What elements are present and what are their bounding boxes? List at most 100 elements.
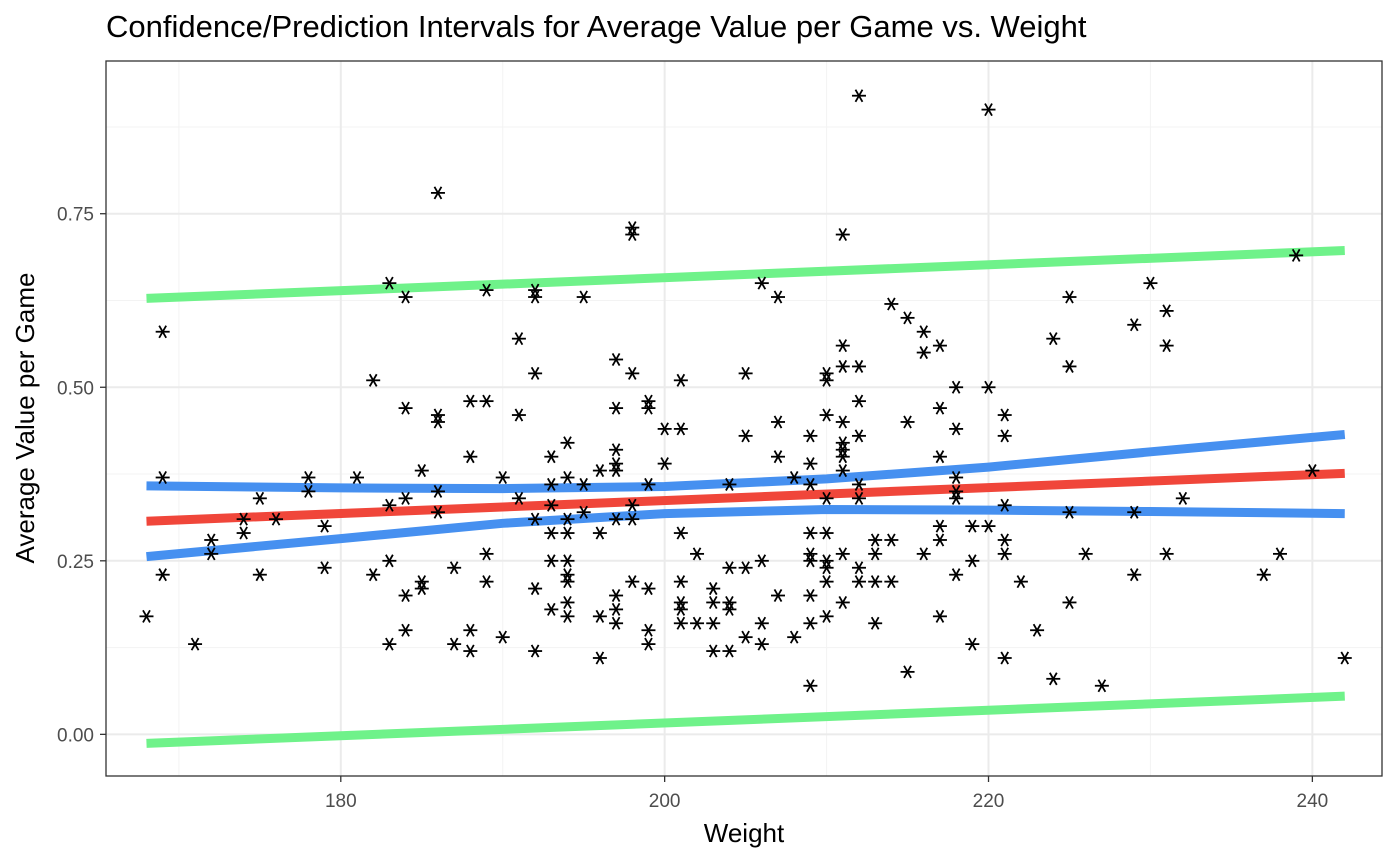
- data-point: [1030, 623, 1045, 637]
- data-point: [949, 491, 964, 505]
- data-point: [997, 547, 1012, 561]
- data-point: [835, 436, 850, 450]
- data-point: [851, 89, 866, 103]
- data-point: [398, 623, 413, 637]
- data-point: [366, 373, 381, 387]
- data-point: [1046, 672, 1061, 686]
- data-point: [722, 561, 737, 575]
- data-point: [754, 276, 769, 290]
- data-point: [398, 589, 413, 603]
- data-point: [269, 512, 284, 526]
- data-point: [301, 484, 316, 498]
- data-point: [673, 595, 688, 609]
- data-point: [949, 568, 964, 582]
- data-point: [997, 498, 1012, 512]
- data-point: [1175, 491, 1190, 505]
- data-point: [495, 470, 510, 485]
- data-point: [868, 575, 883, 589]
- data-point: [528, 290, 543, 304]
- data-point: [997, 533, 1012, 547]
- data-point: [544, 554, 559, 568]
- data-point: [560, 554, 575, 568]
- chart-title: Confidence/Prediction Intervals for Aver…: [106, 9, 1087, 44]
- data-point: [835, 339, 850, 353]
- data-point: [722, 602, 737, 616]
- data-point: [738, 429, 753, 443]
- data-point: [851, 359, 866, 373]
- data-point: [398, 491, 413, 505]
- x-tick-label: 240: [1297, 791, 1329, 812]
- data-point: [819, 408, 834, 422]
- data-point: [1062, 290, 1077, 304]
- data-point: [430, 484, 445, 498]
- data-point: [609, 616, 624, 630]
- data-point: [430, 505, 445, 519]
- data-point: [835, 415, 850, 429]
- data-point: [965, 637, 980, 651]
- data-point: [609, 443, 624, 457]
- data-point: [884, 575, 899, 589]
- data-point: [803, 457, 818, 471]
- x-tick-label: 220: [973, 791, 1005, 812]
- data-point: [884, 297, 899, 311]
- data-point: [868, 547, 883, 561]
- data-point: [949, 422, 964, 436]
- data-point: [592, 464, 607, 478]
- series-line-fit: [146, 468, 1345, 526]
- x-axis-title: Weight: [704, 818, 785, 848]
- data-point: [447, 637, 462, 651]
- data-point: [835, 228, 850, 242]
- data-point: [803, 679, 818, 693]
- data-point: [657, 422, 672, 436]
- data-point: [317, 561, 332, 575]
- data-point: [155, 470, 170, 485]
- data-point: [609, 457, 624, 471]
- data-point: [528, 644, 543, 658]
- data-point: [965, 519, 980, 533]
- data-point: [317, 519, 332, 533]
- data-point: [528, 366, 543, 380]
- data-point: [447, 561, 462, 575]
- data-points: [139, 89, 1352, 693]
- data-point: [803, 429, 818, 443]
- data-point: [835, 450, 850, 464]
- data-point: [803, 477, 818, 491]
- data-point: [641, 394, 656, 408]
- data-point: [900, 415, 915, 429]
- data-point: [544, 450, 559, 464]
- data-point: [690, 547, 705, 561]
- data-point: [1094, 679, 1109, 693]
- data-point: [382, 637, 397, 651]
- data-point: [139, 609, 154, 623]
- data-point: [771, 450, 786, 464]
- data-point: [900, 311, 915, 325]
- series-line-prediction-upper: [146, 246, 1345, 303]
- y-tick-label: 0.00: [57, 725, 94, 746]
- data-point: [236, 526, 251, 540]
- data-point: [819, 491, 834, 505]
- data-point: [932, 533, 947, 547]
- data-point: [981, 519, 996, 533]
- data-point: [609, 602, 624, 616]
- series-line-confidence-lower: [146, 504, 1345, 562]
- series-line-prediction-lower: [146, 691, 1345, 748]
- data-point: [819, 575, 834, 589]
- data-point: [463, 644, 478, 658]
- data-point: [932, 339, 947, 353]
- data-point: [1159, 339, 1174, 353]
- data-point: [625, 575, 640, 589]
- data-point: [236, 512, 251, 526]
- data-point: [576, 290, 591, 304]
- data-point: [803, 616, 818, 630]
- data-point: [463, 450, 478, 464]
- data-point: [1305, 464, 1320, 478]
- data-point: [997, 408, 1012, 422]
- series-line-confidence-upper: [146, 429, 1346, 494]
- data-point: [851, 394, 866, 408]
- data-point: [641, 637, 656, 651]
- y-tick-label: 0.50: [57, 378, 94, 399]
- data-point: [479, 575, 494, 589]
- data-point: [592, 526, 607, 540]
- data-point: [1289, 248, 1304, 262]
- x-tick-label: 180: [325, 791, 357, 812]
